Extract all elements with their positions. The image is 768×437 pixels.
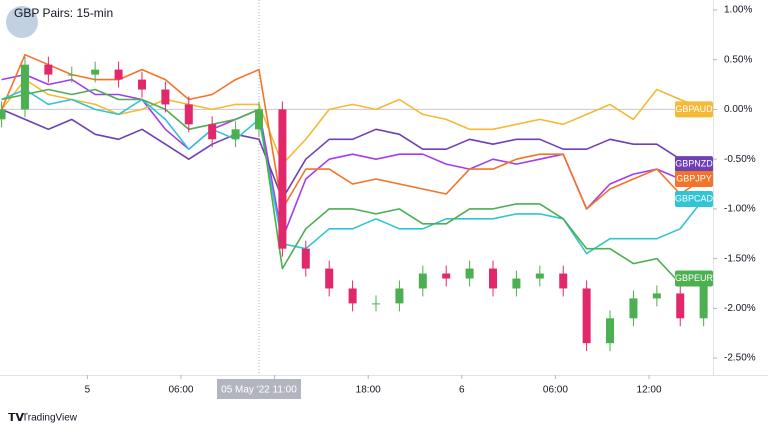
candle-body — [44, 64, 53, 75]
candle-body — [418, 273, 427, 289]
candles — [0, 56, 708, 352]
y-tick-label: 0.00% — [724, 104, 752, 115]
candle-body — [301, 248, 310, 269]
series-end-label-box — [675, 101, 713, 118]
candle-body — [559, 273, 568, 289]
candle-body — [0, 109, 6, 120]
candle-body — [231, 129, 240, 140]
series-end-label: GBPEUR — [675, 273, 714, 283]
series-end-label-box — [675, 190, 713, 207]
x-tick-label: 12:00 — [637, 385, 662, 396]
candle-body — [699, 283, 708, 319]
series-end-label: GBPCAD — [675, 193, 714, 203]
candle-body — [582, 288, 591, 344]
candle-body — [372, 303, 381, 305]
series-end-label-box — [675, 156, 713, 173]
candle-body — [676, 293, 685, 319]
candle-body — [184, 104, 193, 125]
candle-body — [161, 89, 170, 105]
candle-body — [278, 109, 287, 249]
candle-body — [465, 268, 474, 279]
chart-title: GBP Pairs: 15-min — [14, 6, 113, 20]
series-line — [1, 88, 704, 285]
y-tick-label: -2.00% — [724, 303, 756, 314]
candle-body — [652, 293, 661, 299]
series-end-label-box — [675, 171, 713, 188]
x-tick-label: 06:00 — [543, 385, 568, 396]
y-tick-label: -1.50% — [724, 253, 756, 264]
y-tick-label: -2.50% — [724, 353, 756, 364]
candle-body — [208, 124, 217, 140]
plot — [0, 0, 713, 375]
candle-body — [20, 64, 29, 110]
logo — [6, 6, 38, 38]
x-tick-label: 06:00 — [168, 385, 193, 396]
candle-body — [606, 318, 615, 344]
candle-body — [325, 268, 334, 289]
x-tick-label: 6 — [459, 385, 465, 396]
y-tick-label: 0.50% — [724, 54, 752, 65]
crosshair-label-box — [216, 379, 301, 399]
candle-body — [114, 69, 123, 80]
candle-body — [395, 288, 404, 304]
series-end-label: GBPAUD — [675, 104, 713, 114]
branding: TradingView — [22, 413, 78, 424]
candle-body — [67, 74, 76, 76]
candle-body — [442, 273, 451, 279]
crosshair-label: 05 May '22 11:00 — [221, 385, 297, 396]
x-tick-label: 18:00 — [356, 385, 381, 396]
y-tick-label: -0.50% — [724, 154, 756, 165]
y-tick-label: -1.00% — [724, 204, 756, 215]
candle-body — [489, 268, 498, 289]
series-line — [1, 108, 704, 200]
candle-body — [629, 298, 638, 319]
series-end-label: GBPNZD — [675, 158, 713, 168]
candle-body — [137, 79, 146, 90]
candle-body — [512, 278, 521, 289]
candle-body — [535, 273, 544, 279]
y-tick-label: 1.00% — [724, 5, 752, 16]
candle-body — [254, 109, 263, 130]
series-end-label: GBPJPY — [676, 173, 712, 183]
series-end-label-box — [675, 270, 713, 287]
x-tick-label: 5 — [85, 385, 91, 396]
candle-body — [348, 288, 357, 304]
series-line — [1, 88, 705, 255]
brand-mark: 𝗧𝗩 — [8, 412, 25, 424]
candle-body — [91, 69, 100, 75]
